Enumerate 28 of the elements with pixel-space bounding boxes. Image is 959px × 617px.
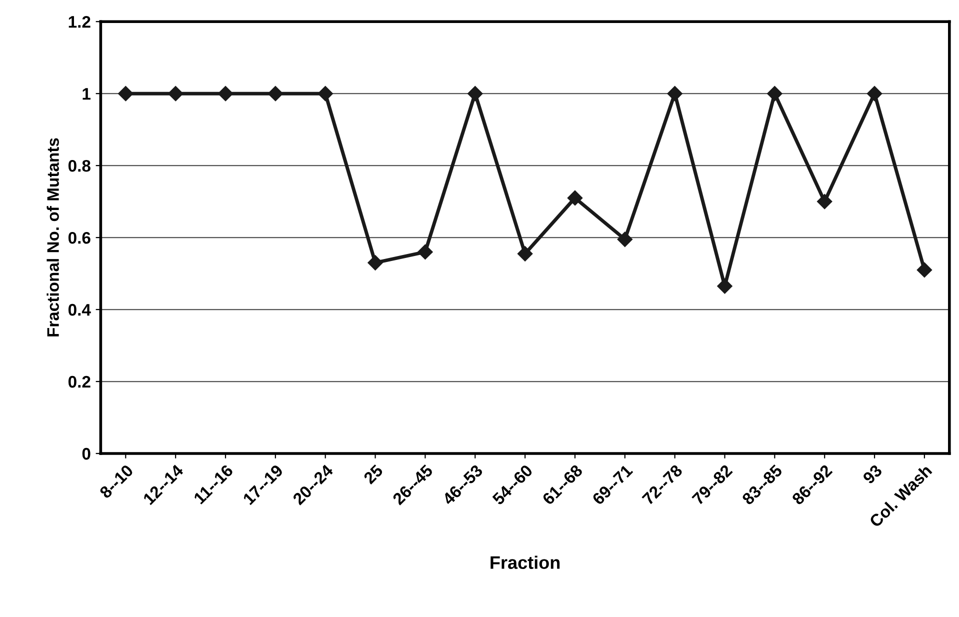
- y-tick-label: 0: [82, 448, 90, 460]
- y-tick-label: 0.4: [68, 304, 91, 316]
- x-tick-label: 93: [862, 464, 883, 485]
- point: [368, 255, 383, 270]
- y-tick-label: 1.2: [68, 16, 90, 28]
- point: [617, 232, 632, 247]
- point: [268, 86, 283, 102]
- y-tick-label: 0.2: [68, 376, 90, 388]
- point: [218, 86, 234, 102]
- y-tick-label: 0.6: [68, 232, 90, 244]
- x-axis-title: Fraction: [490, 556, 560, 569]
- point: [517, 246, 533, 262]
- x-tick-label: 25: [362, 464, 384, 485]
- point: [468, 86, 483, 102]
- point: [767, 86, 782, 102]
- point: [916, 262, 932, 278]
- y-tick-label: 1: [82, 88, 91, 100]
- point: [717, 278, 732, 294]
- point: [118, 86, 134, 102]
- point: [418, 244, 433, 260]
- point: [318, 86, 333, 102]
- point: [168, 86, 184, 102]
- point: [667, 86, 682, 102]
- y-axis-title: Fractional No. of Mutants: [46, 138, 59, 336]
- y-tick-label: 0.8: [68, 160, 90, 172]
- point: [567, 190, 583, 206]
- point: [866, 86, 882, 102]
- point: [817, 194, 832, 210]
